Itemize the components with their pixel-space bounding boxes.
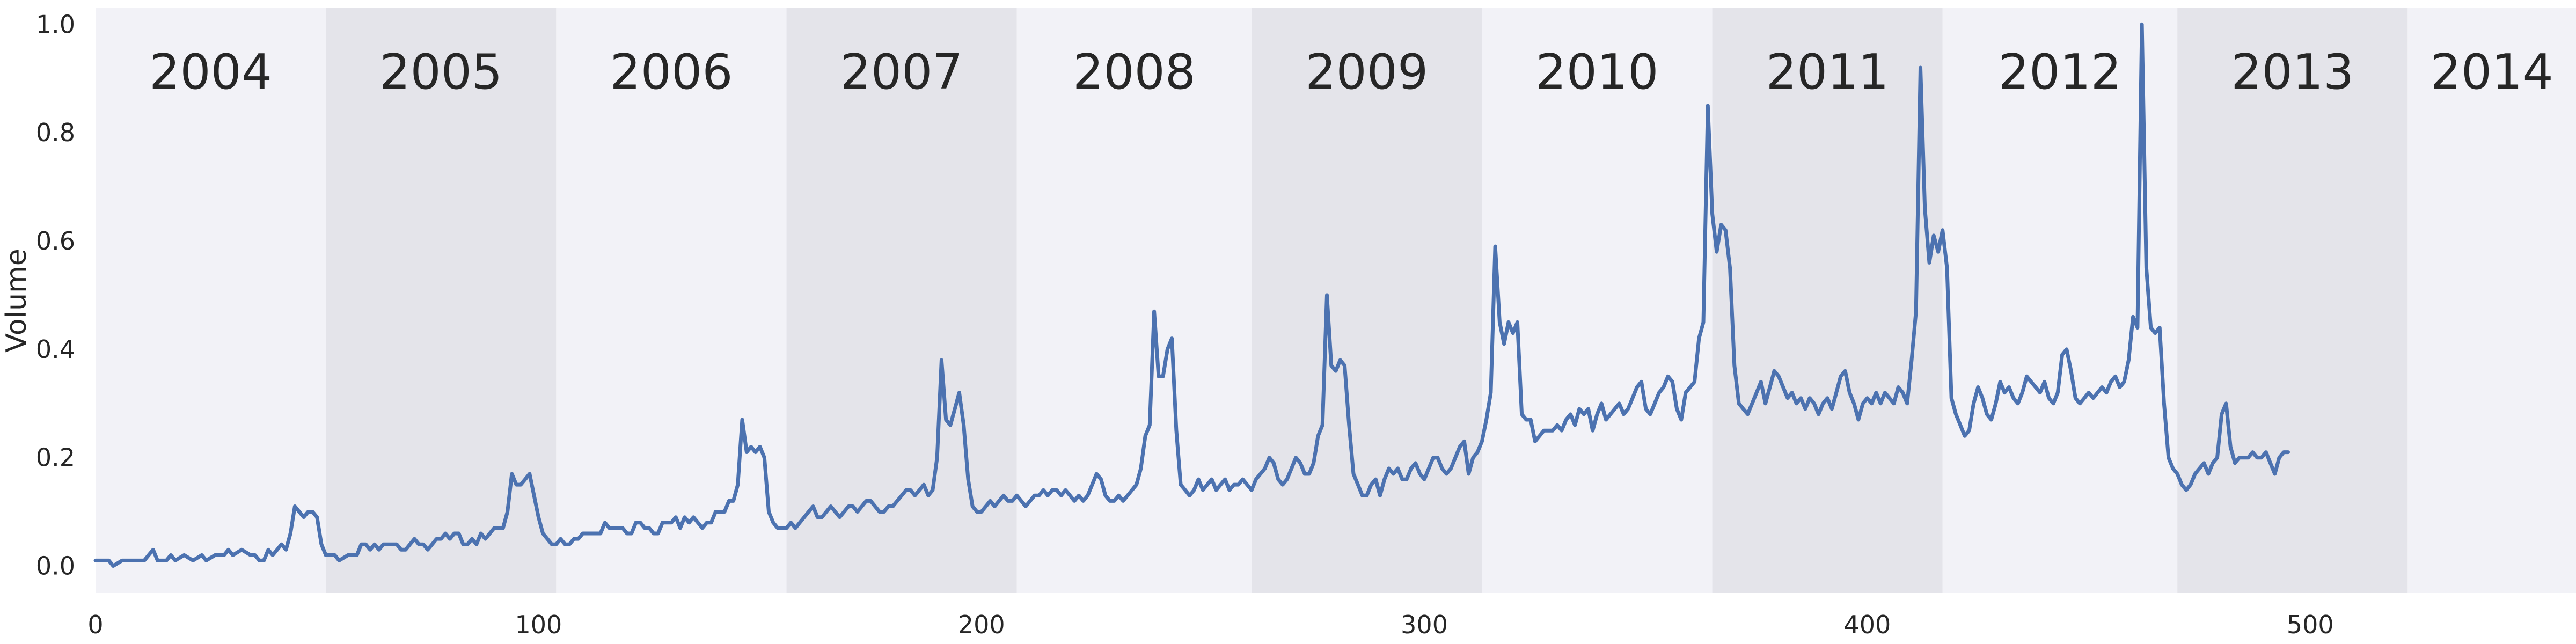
year-labels: 2004 2005 2006 2007 2008 2009 2010 2011 2012 2013… xyxy=(149,44,2553,100)
y-tick-label: 0.2 xyxy=(36,443,75,472)
year-band-2011 xyxy=(1712,8,1943,593)
x-tick-label: 300 xyxy=(1401,610,1448,639)
y-tick-label: 0.6 xyxy=(36,226,75,255)
y-axis-title: Volume xyxy=(1,248,33,352)
year-band-2008 xyxy=(1016,8,1252,593)
year-band-2006 xyxy=(556,8,787,593)
year-bands xyxy=(96,8,2576,593)
y-tick-label: 0.4 xyxy=(36,335,75,364)
y-tick-label: 0.0 xyxy=(36,552,75,581)
y-axis-tick-labels: 0.0 0.2 0.4 0.6 0.8 1.0 xyxy=(36,10,75,580)
year-label-2005: 2005 xyxy=(379,44,502,100)
year-band-2005 xyxy=(326,8,557,593)
y-tick-label: 1.0 xyxy=(36,10,75,39)
x-tick-label: 0 xyxy=(87,610,103,639)
year-label-2004: 2004 xyxy=(149,44,272,100)
year-band-2014 xyxy=(2407,8,2576,593)
year-label-2006: 2006 xyxy=(610,44,733,100)
year-label-2010: 2010 xyxy=(1535,44,1658,100)
y-tick-label: 0.8 xyxy=(36,118,75,147)
x-tick-label: 500 xyxy=(2287,610,2334,639)
year-band-2013 xyxy=(2177,8,2408,593)
year-label-2011: 2011 xyxy=(1766,44,1889,100)
year-label-2012: 2012 xyxy=(1999,44,2121,100)
year-band-2010 xyxy=(1482,8,1713,593)
x-tick-label: 400 xyxy=(1844,610,1891,639)
year-label-2007: 2007 xyxy=(840,44,963,100)
year-label-2013: 2013 xyxy=(2231,44,2354,100)
year-label-2009: 2009 xyxy=(1305,44,1428,100)
year-label-2014: 2014 xyxy=(2431,44,2553,100)
year-band-2004 xyxy=(96,8,326,593)
x-axis-tick-labels: 0 100 200 300 400 500 xyxy=(87,610,2333,639)
line-layer xyxy=(93,22,2290,568)
x-tick-label: 100 xyxy=(515,610,562,639)
volume-series-line xyxy=(93,22,2290,568)
x-tick-label: 200 xyxy=(958,610,1005,639)
year-label-2008: 2008 xyxy=(1073,44,1196,100)
